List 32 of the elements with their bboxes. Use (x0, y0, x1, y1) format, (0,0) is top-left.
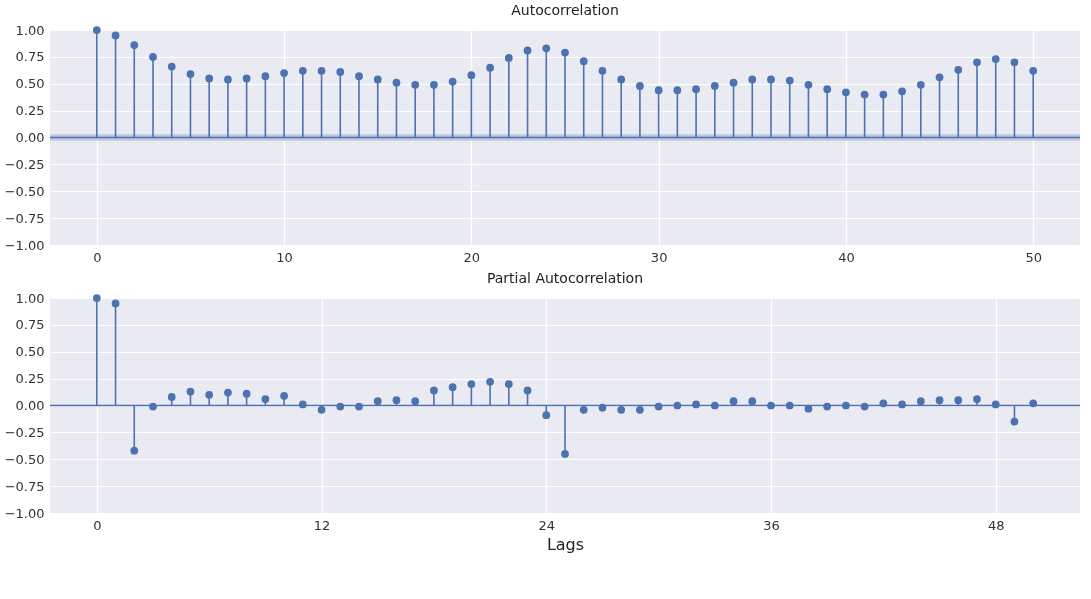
x-tick-label: 36 (763, 517, 780, 533)
y-tick-label: 0.75 (15, 49, 45, 65)
y-tick-label: 0.50 (15, 344, 45, 360)
x-axis-title: Lags (546, 534, 585, 554)
x-tick-label: 24 (538, 517, 556, 533)
x-tick-label: 48 (987, 517, 1005, 533)
chart-title: Partial Autocorrelation (486, 270, 644, 286)
y-tick-label: 0.00 (15, 130, 45, 145)
y-tick-label: −0.75 (4, 478, 45, 494)
x-tick-label: 0 (93, 517, 102, 533)
x-tick-label: 12 (313, 517, 331, 533)
y-tick-label: −1.00 (4, 505, 45, 521)
y-tick-label: 0.25 (15, 103, 45, 119)
x-tick-label: 10 (276, 249, 293, 265)
y-tick-label: −0.25 (4, 156, 45, 172)
y-tick-label: 1.00 (15, 290, 45, 306)
y-tick-label: 0.25 (15, 371, 45, 387)
chart-title: Autocorrelation (511, 2, 619, 18)
y-tick-label: 0.75 (15, 317, 45, 333)
x-tick-label: 40 (838, 249, 855, 265)
x-tick-label: 0 (93, 249, 102, 265)
x-tick-label: 20 (463, 249, 481, 265)
y-tick-label: 0.50 (15, 76, 45, 92)
y-tick-label: −0.25 (4, 424, 45, 440)
y-tick-label: −1.00 (4, 237, 45, 253)
y-tick-label: 1.00 (15, 22, 45, 38)
y-tick-label: −0.50 (4, 451, 45, 467)
y-tick-label: 0.00 (15, 398, 45, 413)
y-tick-label: −0.75 (4, 210, 45, 226)
x-tick-label: 30 (650, 249, 668, 265)
y-tick-label: −0.50 (4, 183, 45, 199)
x-tick-label: 50 (1025, 249, 1042, 265)
